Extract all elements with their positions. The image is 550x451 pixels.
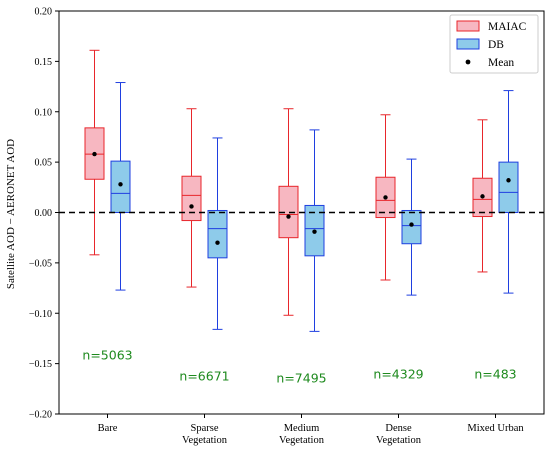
- sample-count-label: n=5063: [82, 348, 132, 363]
- box-db: [207, 137, 228, 330]
- y-tick-label: −0.10: [29, 309, 52, 320]
- mean-marker: [480, 194, 485, 199]
- box-maiac: [181, 108, 202, 288]
- iqr-box: [181, 175, 202, 222]
- mean-marker: [215, 240, 220, 245]
- x-tick-label: Medium Vegetation: [279, 423, 325, 446]
- x-tick-label-line: Bare: [98, 423, 118, 434]
- box-maiac: [278, 108, 299, 316]
- x-tick-label-line: Medium: [284, 423, 320, 434]
- mean-marker: [409, 222, 414, 227]
- box-series: [59, 49, 544, 332]
- legend-label: Mean: [488, 57, 514, 69]
- y-axis: −0.20 −0.15 −0.10 −0.05 0.00 0.05 0.10 0.15 0.20: [29, 7, 59, 421]
- legend-label: DB: [488, 39, 504, 51]
- legend-swatch: [456, 20, 480, 32]
- x-tick-label-line: Sparse: [191, 423, 219, 434]
- y-tick-label: 0.20: [35, 7, 53, 18]
- box-db: [498, 90, 519, 294]
- x-tick-label: Dense Vegetation: [376, 423, 422, 446]
- x-tick-label-line: Vegetation: [376, 435, 422, 446]
- mean-marker: [118, 182, 123, 187]
- x-tick-label-line: Mixed Urban: [467, 423, 524, 434]
- box-maiac: [84, 49, 105, 256]
- box-db: [401, 158, 422, 296]
- legend: MAIAC DB Mean: [449, 14, 539, 74]
- iqr-box: [207, 209, 228, 259]
- sample-count-labels: n=5063 n=6671 n=7495 n=4329 n=483: [82, 348, 516, 386]
- box-maiac: [375, 114, 396, 281]
- iqr-box: [110, 160, 131, 213]
- sample-count-label: n=6671: [179, 369, 229, 384]
- y-tick-label: 0.15: [35, 57, 53, 68]
- y-axis-title: Satellite AOD − AERONET AOD: [5, 139, 17, 289]
- mean-marker: [92, 151, 97, 157]
- x-tick-label-line: Vegetation: [279, 435, 325, 446]
- mean-marker: [189, 204, 194, 209]
- y-tick-label: −0.20: [29, 410, 52, 421]
- x-tick-label: Bare: [98, 423, 118, 434]
- y-tick-label: −0.05: [29, 258, 52, 269]
- y-tick-label: 0.10: [35, 107, 53, 118]
- mean-marker: [506, 178, 511, 183]
- box-db: [304, 129, 325, 332]
- x-tick-label: Mixed Urban: [467, 423, 524, 434]
- legend-mean-marker: [465, 59, 471, 65]
- sample-count-label: n=7495: [276, 371, 326, 386]
- mean-marker: [312, 229, 317, 234]
- sample-count-label: n=4329: [373, 367, 423, 382]
- y-tick-label: 0.00: [35, 208, 53, 219]
- iqr-box: [498, 161, 519, 213]
- box-maiac: [472, 119, 493, 273]
- box-db: [110, 82, 131, 291]
- mean-marker: [383, 195, 388, 200]
- y-tick-label: 0.05: [35, 158, 53, 169]
- legend-label: MAIAC: [488, 21, 527, 33]
- x-tick-label-line: Vegetation: [182, 435, 228, 446]
- iqr-box: [401, 209, 422, 245]
- legend-swatch: [456, 38, 480, 50]
- x-tick-label-line: Dense: [385, 423, 412, 434]
- y-tick-label: −0.15: [29, 359, 52, 370]
- sample-count-label: n=483: [474, 367, 516, 382]
- mean-marker: [286, 214, 291, 219]
- x-tick-label: Sparse Vegetation: [182, 423, 228, 446]
